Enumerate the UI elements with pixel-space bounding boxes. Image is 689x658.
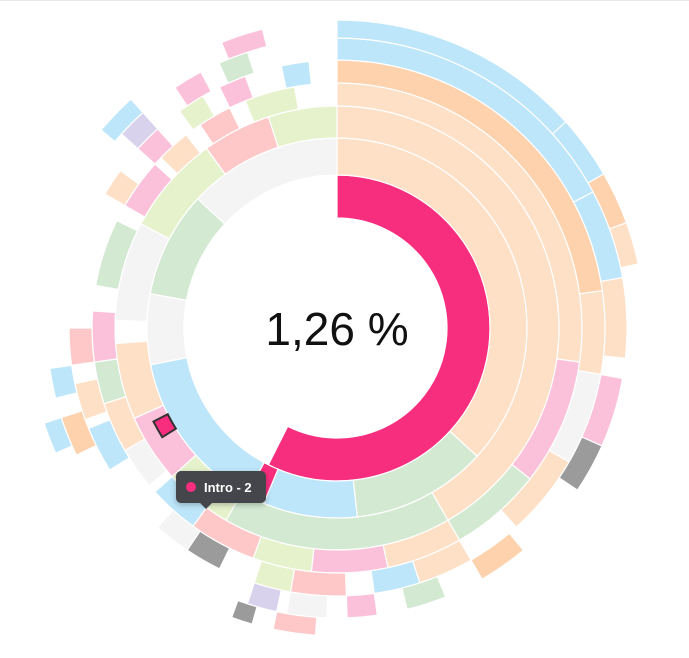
outer-segment-30[interactable] [470,532,525,580]
outer-segment-34[interactable] [246,582,282,613]
outer-segment-35[interactable] [272,610,318,636]
outer-segment-36[interactable] [230,599,258,625]
outer-segment-48[interactable] [49,364,78,399]
outer-segment-31[interactable] [401,575,447,611]
outer-segment-68[interactable] [220,28,268,60]
outer-segment-49[interactable] [43,416,73,455]
outer-segment-67[interactable] [100,98,144,143]
outer-segment-46[interactable] [68,327,96,366]
outer-segment-43[interactable] [91,310,118,363]
outer-segment-20[interactable] [310,544,389,574]
outer-segment-33[interactable] [285,591,329,619]
outer-segment-7[interactable] [577,290,606,376]
top-divider [0,0,689,1]
outer-segment-45[interactable] [74,378,108,421]
outer-segment-12[interactable] [600,276,628,359]
outer-segment-58[interactable] [244,86,300,123]
ring-2-segment-6[interactable] [146,292,188,366]
outer-segment-59[interactable] [104,169,140,207]
center-percentage: 1,26 % [265,303,408,355]
hovered-segment[interactable] [152,412,178,439]
outer-segment-63[interactable] [280,60,313,90]
outer-segment-44[interactable] [87,418,131,471]
outer-segment-14[interactable] [558,436,603,491]
outer-segment-17[interactable] [608,221,639,269]
tooltip-label: Intro - 2 [204,479,252,495]
outer-segment-66[interactable] [218,51,255,84]
outer-segment-29[interactable] [156,509,201,552]
outer-segment-11[interactable] [500,449,570,529]
tooltip-color-dot [186,482,196,492]
outer-segment-65[interactable] [174,71,212,107]
outer-segment-26[interactable] [289,568,347,597]
segment-tooltip: Intro - 2 [176,471,266,509]
outer-segment-32[interactable] [345,592,379,619]
sunburst-rings[interactable] [43,19,639,636]
outer-segment-54[interactable] [95,219,139,291]
